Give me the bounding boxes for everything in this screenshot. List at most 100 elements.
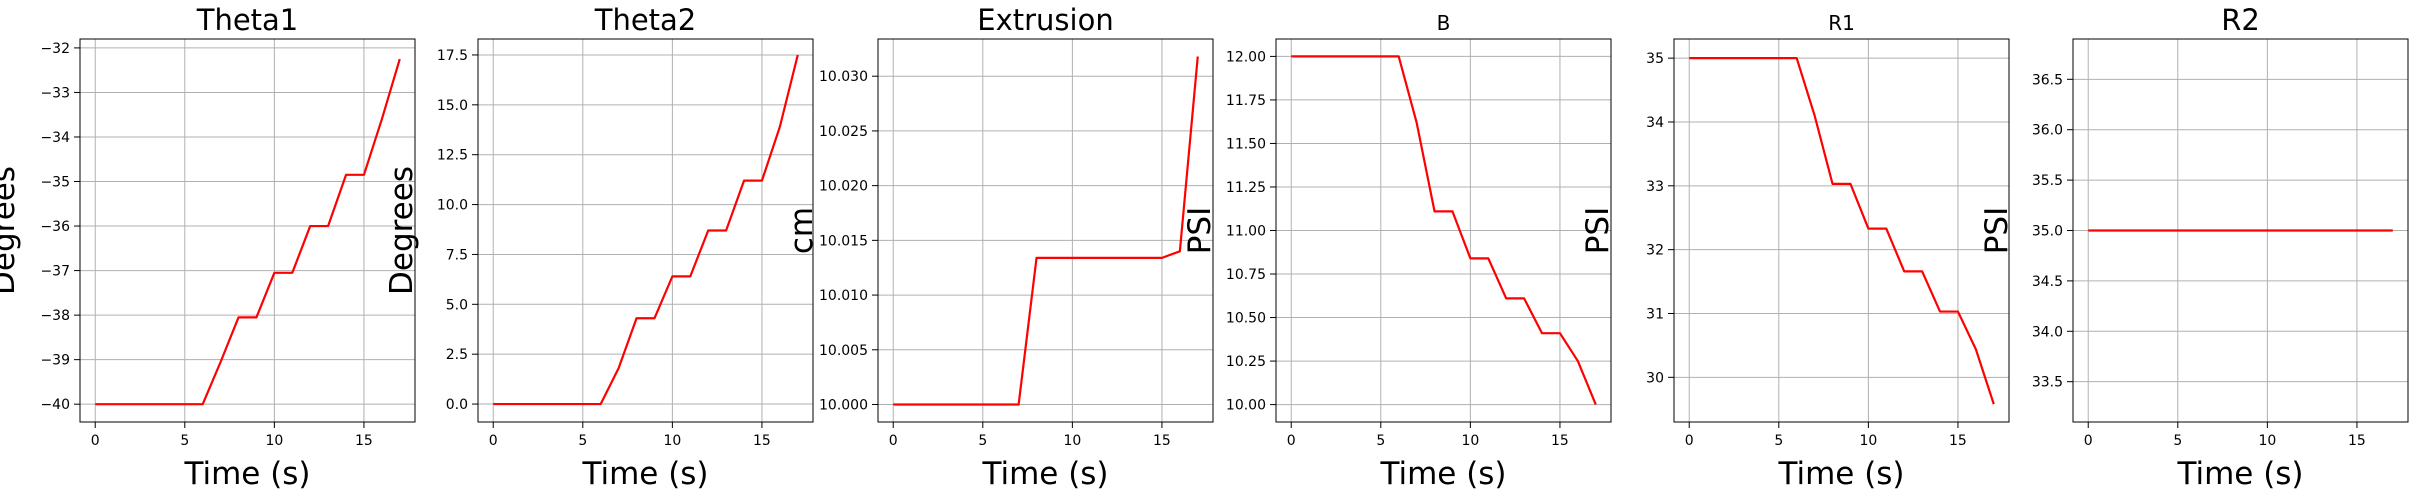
- y-tick-label: 2.5: [446, 347, 468, 363]
- x-tick-label: 0: [489, 433, 498, 449]
- y-tick-label: 10.00: [1226, 398, 1266, 414]
- y-tick-label: −35: [40, 175, 70, 191]
- chart-title: Theta1: [196, 3, 299, 37]
- subplot-2: 0 5 10 15 10.000 10.005 10.010 10.015 10.020 10.0…: [784, 3, 1214, 492]
- y-tick-label: 32: [1646, 243, 1664, 259]
- y-tick-label: 10.020: [819, 179, 868, 195]
- y-tick-label: 11.00: [1226, 224, 1266, 240]
- y-tick-label: 33: [1646, 179, 1664, 195]
- x-tick-label: 0: [1685, 433, 1694, 449]
- x-tick-label: 0: [91, 433, 100, 449]
- series-line-0: [95, 58, 401, 406]
- x-tick-label: 15: [1949, 433, 1967, 449]
- y-tick-label: 30: [1646, 370, 1664, 386]
- y-axis-label: cm: [784, 207, 820, 254]
- axes-frame: [1673, 38, 2010, 423]
- gridlines: [1276, 39, 1611, 422]
- y-axis-label: PSI: [1580, 207, 1616, 255]
- gridlines: [478, 39, 813, 422]
- y-tick-label: 10.50: [1226, 311, 1266, 327]
- gridlines: [1674, 39, 2009, 422]
- y-tick-label: 0.0: [446, 397, 468, 413]
- x-tick-label: 0: [1287, 433, 1296, 449]
- y-tick-label: 12.00: [1226, 49, 1266, 65]
- x-tick-label: 15: [2348, 433, 2366, 449]
- y-axis-label: Degrees: [384, 166, 420, 295]
- x-tick-label: 10: [663, 433, 681, 449]
- y-tick-label: 11.25: [1226, 180, 1266, 196]
- x-axis-label: Time (s): [1777, 456, 1904, 492]
- chart-title: R1: [1828, 11, 1855, 35]
- x-tick-label: 5: [180, 433, 189, 449]
- y-tick-label: 31: [1646, 306, 1664, 322]
- series-line-0: [893, 56, 1199, 406]
- gridlines: [80, 39, 415, 422]
- y-tick-label: −39: [40, 353, 70, 369]
- y-tick-label: 10.015: [819, 233, 868, 249]
- x-tick-label: 0: [889, 433, 898, 449]
- gridlines: [878, 39, 1213, 422]
- x-tick-label: 10: [1859, 433, 1877, 449]
- y-tick-label: 17.5: [437, 48, 468, 64]
- x-tick-label: 5: [978, 433, 987, 449]
- axes-frame: [79, 38, 416, 423]
- axes-frame: [1275, 38, 1612, 423]
- subplot-3: 0 5 10 15 10.00 10.25 10.50 10.75 11.00 11.25 11.5…: [1182, 11, 1612, 492]
- subplot-1: 0 5 10 15 0.0 2.5 5.0 7.5 10.0 12.5 15.0 17.5 Theta2…: [384, 3, 814, 492]
- y-tick-label: −32: [40, 41, 70, 57]
- chart-title: R2: [2221, 3, 2260, 37]
- x-tick-label: 15: [753, 433, 771, 449]
- y-tick-label: 10.75: [1226, 267, 1266, 283]
- x-tick-label: 5: [2173, 433, 2182, 449]
- y-axis-label: PSI: [1182, 207, 1218, 255]
- y-tick-label: 36.5: [2032, 72, 2063, 88]
- x-tick-label: 10: [1063, 433, 1081, 449]
- x-axis-label: Time (s): [2176, 456, 2303, 492]
- x-tick-label: 15: [1153, 433, 1171, 449]
- y-tick-label: 10.030: [819, 69, 868, 85]
- x-tick-label: 10: [265, 433, 283, 449]
- y-tick-label: 10.25: [1226, 354, 1266, 370]
- y-axis-label: Degrees: [0, 166, 22, 295]
- x-tick-label: 0: [2084, 433, 2093, 449]
- gridlines: [2073, 39, 2408, 422]
- x-tick-label: 5: [1376, 433, 1385, 449]
- y-tick-label: 5.0: [446, 297, 468, 313]
- x-axis-label: Time (s): [183, 456, 310, 492]
- x-tick-label: 15: [1551, 433, 1569, 449]
- chart-title: Theta2: [594, 3, 697, 37]
- y-tick-label: 10.025: [819, 124, 868, 140]
- x-axis-label: Time (s): [581, 456, 708, 492]
- y-tick-label: 10.010: [819, 288, 868, 304]
- y-tick-label: −37: [40, 264, 70, 280]
- x-tick-label: 15: [355, 433, 373, 449]
- x-axis-label: Time (s): [1379, 456, 1506, 492]
- y-tick-label: 35.0: [2032, 224, 2063, 240]
- y-tick-label: 11.50: [1226, 136, 1266, 152]
- y-tick-label: 34: [1646, 115, 1664, 131]
- y-axis-label: PSI: [1979, 207, 2015, 255]
- y-tick-label: 33.5: [2032, 375, 2063, 391]
- series-line-0: [1689, 57, 1995, 405]
- axes-frame: [877, 38, 1214, 423]
- y-tick-label: −36: [40, 219, 70, 235]
- axes-frame: [2072, 38, 2409, 423]
- y-tick-label: 15.0: [437, 98, 468, 114]
- y-tick-label: 35.5: [2032, 173, 2063, 189]
- x-axis-label: Time (s): [981, 456, 1108, 492]
- y-tick-label: −38: [40, 308, 70, 324]
- series-line-0: [493, 54, 799, 406]
- chart-title: Extrusion: [977, 3, 1113, 37]
- subplot-4: 0 5 10 15 30 31 32 33 34 35 R1 Time (s) PSI: [1580, 11, 2010, 492]
- y-tick-label: 7.5: [446, 247, 468, 263]
- y-tick-label: −40: [40, 397, 70, 413]
- y-tick-label: 12.5: [437, 148, 468, 164]
- x-tick-label: 10: [1461, 433, 1479, 449]
- subplot-5: 0 5 10 15 33.5 34.0 34.5 35.0 35.5 36.0 36.5 R2 Time…: [1979, 3, 2409, 492]
- y-tick-label: 34.0: [2032, 324, 2063, 340]
- chart-title: B: [1437, 11, 1451, 35]
- y-tick-label: 36.0: [2032, 123, 2063, 139]
- subplot-0: 0 5 10 15 −40 −39 −38 −37 −36 −35 −34 −33 −32 Theta1 T…: [0, 3, 416, 492]
- y-tick-label: 10.000: [819, 397, 868, 413]
